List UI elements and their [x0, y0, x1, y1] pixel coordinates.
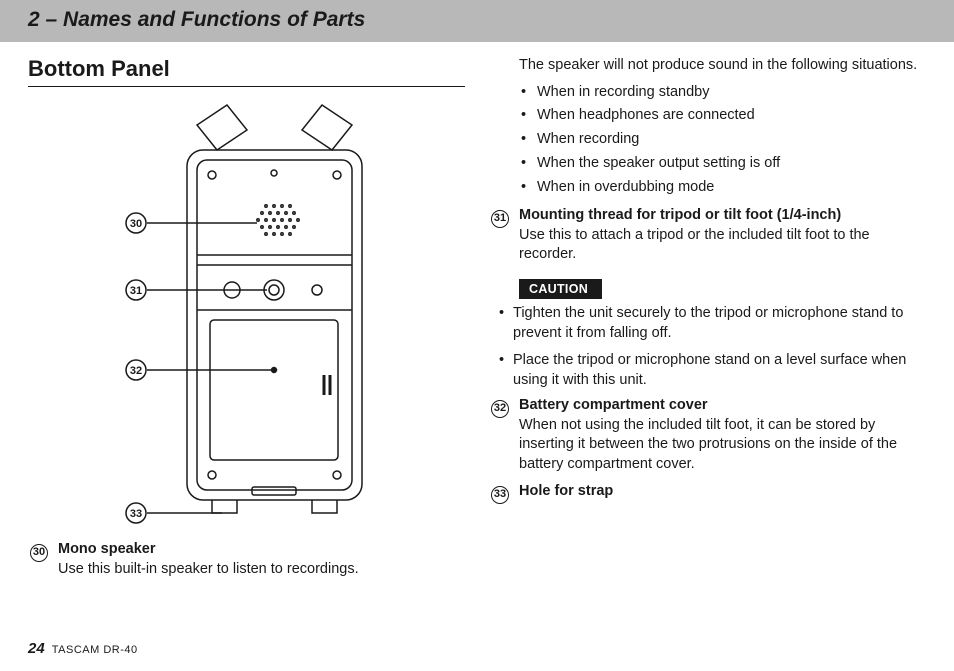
speaker-bullets: When in recording standby When headphone…	[519, 82, 926, 199]
left-column: Bottom Panel	[28, 56, 465, 587]
chapter-header: 2 – Names and Functions of Parts	[0, 0, 954, 42]
item-30-title: Mono speaker	[58, 541, 156, 557]
item-30-desc: Use this built-in speaker to listen to r…	[58, 561, 359, 577]
item-33: 33 Hole for strap	[489, 482, 926, 504]
item-31-title: Mounting thread for tripod or tilt foot …	[519, 207, 841, 223]
item-31: 31 Mounting thread for tripod or tilt fo…	[489, 206, 926, 265]
page-footer: 24 TASCAM DR-40	[28, 640, 138, 657]
item-number-30: 30	[30, 544, 48, 562]
item-32-desc: When not using the included tilt foot, i…	[519, 417, 897, 472]
caution-label: CAUTION	[519, 279, 602, 299]
bullet-1: When headphones are connected	[519, 105, 926, 127]
item-32-title: Battery compartment cover	[519, 397, 708, 413]
caution-list: Tighten the unit securely to the tripod …	[497, 303, 926, 390]
caution-1: Place the tripod or microphone stand on …	[497, 350, 926, 391]
right-column: The speaker will not produce sound in th…	[489, 56, 926, 587]
bullet-4: When in overdubbing mode	[519, 177, 926, 199]
item-number-31: 31	[491, 210, 509, 228]
speaker-lead: The speaker will not produce sound in th…	[519, 56, 926, 76]
chapter-title: 2 – Names and Functions of Parts	[28, 8, 926, 32]
item-31-desc: Use this to attach a tripod or the inclu…	[519, 227, 870, 263]
callout-32: 32	[129, 365, 141, 377]
item-32: 32 Battery compartment cover When not us…	[489, 396, 926, 474]
content-columns: Bottom Panel	[0, 56, 954, 587]
callout-33: 33	[129, 508, 141, 520]
model-name: TASCAM DR-40	[52, 644, 138, 656]
item-30: 30 Mono speaker Use this built-in speake…	[28, 540, 465, 579]
device-diagram: 30 31 32 33	[28, 95, 465, 530]
item-number-33: 33	[491, 486, 509, 504]
section-title: Bottom Panel	[28, 56, 465, 87]
callout-31: 31	[129, 285, 141, 297]
bullet-3: When the speaker output setting is off	[519, 153, 926, 175]
bullet-2: When recording	[519, 129, 926, 151]
item-33-title: Hole for strap	[519, 483, 613, 499]
item-number-32: 32	[491, 400, 509, 418]
caution-0: Tighten the unit securely to the tripod …	[497, 303, 926, 344]
callout-30: 30	[129, 218, 141, 230]
bullet-0: When in recording standby	[519, 82, 926, 104]
page-number: 24	[28, 640, 45, 657]
